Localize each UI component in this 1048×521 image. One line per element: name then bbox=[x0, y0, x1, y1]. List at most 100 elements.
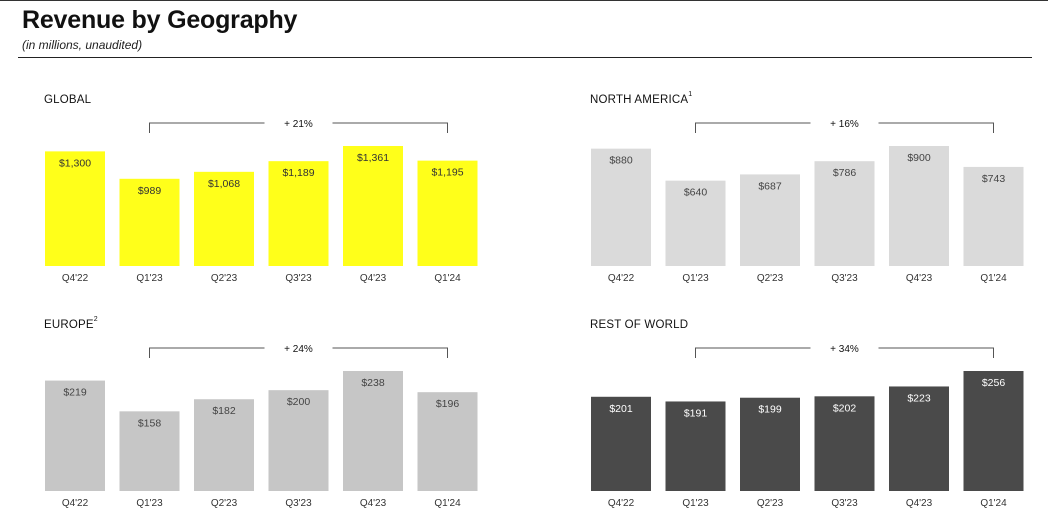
growth-bracket-left bbox=[695, 347, 811, 358]
bar-value-label: $640 bbox=[684, 187, 708, 199]
bar bbox=[119, 178, 180, 266]
x-tick-label: Q1'23 bbox=[136, 498, 163, 509]
x-tick-label: Q3'23 bbox=[285, 498, 312, 509]
bar-value-label: $1,195 bbox=[431, 167, 463, 179]
bar bbox=[963, 371, 1024, 491]
bar bbox=[417, 160, 478, 266]
bar-value-label: $743 bbox=[982, 173, 1006, 185]
bar bbox=[343, 146, 403, 266]
growth-bracket-left bbox=[149, 347, 265, 358]
growth-bracket-left bbox=[149, 122, 265, 133]
x-tick-label: Q1'24 bbox=[980, 498, 1007, 509]
bar bbox=[591, 396, 651, 491]
chart-svg: + 24% $219 Q4'22 $158 Q1'23 $182 Q2'23 $200 Q3'2… bbox=[45, 344, 478, 509]
chart-title: REST OF WORLD bbox=[590, 318, 689, 331]
bar bbox=[889, 146, 949, 266]
bar bbox=[45, 380, 105, 491]
bar bbox=[665, 180, 726, 266]
chart-title: NORTH AMERICA1 bbox=[590, 91, 693, 106]
x-tick-label: Q4'22 bbox=[62, 273, 89, 284]
x-tick-label: Q4'23 bbox=[360, 498, 387, 509]
bar bbox=[814, 161, 875, 266]
bar-value-label: $158 bbox=[138, 417, 162, 429]
bar-value-label: $196 bbox=[436, 398, 460, 410]
chart-north-america: NORTH AMERICA1 + 16% $880 Q4'22 $640 Q1'23 $6… bbox=[590, 91, 1048, 293]
x-tick-label: Q2'23 bbox=[211, 498, 238, 509]
bar bbox=[268, 390, 329, 491]
growth-annotation: + 24% bbox=[284, 344, 313, 355]
bar-value-label: $201 bbox=[609, 403, 633, 415]
bar bbox=[343, 371, 403, 491]
bar-value-label: $1,068 bbox=[208, 178, 240, 190]
x-tick-label: Q4'22 bbox=[62, 498, 89, 509]
bar-value-label: $202 bbox=[833, 402, 857, 414]
top-border bbox=[0, 0, 1048, 1]
x-tick-label: Q3'23 bbox=[831, 498, 858, 509]
chart-europe: EUROPE2 + 24% $219 Q4'22 $158 Q1'23 $182 Q2'23… bbox=[44, 316, 524, 518]
bar-value-label: $200 bbox=[287, 396, 311, 408]
x-tick-label: Q4'23 bbox=[360, 273, 387, 284]
chart-svg: + 34% $201 Q4'22 $191 Q1'23 $199 Q2'23 $202 Q3'2… bbox=[591, 344, 1024, 509]
growth-bracket-right bbox=[878, 347, 994, 358]
growth-bracket-right bbox=[332, 122, 448, 133]
bar bbox=[665, 401, 726, 491]
x-tick-label: Q4'23 bbox=[906, 498, 933, 509]
x-tick-label: Q1'23 bbox=[682, 273, 709, 284]
x-tick-label: Q4'22 bbox=[608, 498, 635, 509]
bar bbox=[889, 386, 949, 491]
bar bbox=[119, 411, 180, 491]
page-title: Revenue by Geography bbox=[22, 6, 298, 34]
growth-bracket-right bbox=[878, 122, 994, 133]
chart-title: EUROPE2 bbox=[44, 316, 98, 331]
chart-global: GLOBAL + 21% $1,300 Q4'22 $989 Q1'23 $1,068 Q2… bbox=[44, 93, 524, 293]
x-tick-label: Q1'24 bbox=[434, 498, 461, 509]
x-tick-label: Q4'22 bbox=[608, 273, 635, 284]
x-tick-label: Q2'23 bbox=[757, 273, 784, 284]
bar-value-label: $223 bbox=[907, 392, 931, 404]
bar bbox=[740, 397, 800, 491]
growth-annotation: + 16% bbox=[830, 119, 859, 130]
bar-value-label: $989 bbox=[138, 185, 162, 197]
bar-value-label: $256 bbox=[982, 377, 1006, 389]
x-tick-label: Q2'23 bbox=[757, 498, 784, 509]
x-tick-label: Q2'23 bbox=[211, 273, 238, 284]
chart-svg: + 16% $880 Q4'22 $640 Q1'23 $687 Q2'23 $786 Q3'2… bbox=[591, 119, 1024, 284]
x-tick-label: Q3'23 bbox=[285, 273, 312, 284]
bar bbox=[591, 148, 651, 266]
x-tick-label: Q1'23 bbox=[136, 273, 163, 284]
bar bbox=[814, 396, 875, 491]
bar-value-label: $880 bbox=[609, 155, 633, 167]
growth-annotation: + 34% bbox=[830, 344, 859, 355]
bar bbox=[45, 151, 105, 266]
bar bbox=[963, 166, 1024, 266]
bar-value-label: $1,361 bbox=[357, 152, 389, 164]
x-tick-label: Q4'23 bbox=[906, 273, 933, 284]
bar-value-label: $219 bbox=[63, 387, 87, 399]
chart-svg: + 21% $1,300 Q4'22 $989 Q1'23 $1,068 Q2'23 $1,1… bbox=[45, 119, 478, 284]
bar-value-label: $182 bbox=[212, 405, 236, 417]
x-tick-label: Q3'23 bbox=[831, 273, 858, 284]
bar-value-label: $1,189 bbox=[282, 167, 314, 179]
bar-value-label: $786 bbox=[833, 167, 857, 179]
title-divider bbox=[18, 57, 1032, 58]
chart-rest-of-world: REST OF WORLD + 34% $201 Q4'22 $191 Q1'23 $19… bbox=[590, 318, 1048, 518]
x-tick-label: Q1'24 bbox=[980, 273, 1007, 284]
x-tick-label: Q1'24 bbox=[434, 273, 461, 284]
bar bbox=[740, 174, 800, 266]
bar-value-label: $687 bbox=[758, 180, 782, 192]
x-tick-label: Q1'23 bbox=[682, 498, 709, 509]
growth-bracket-left bbox=[695, 122, 811, 133]
growth-annotation: + 21% bbox=[284, 119, 313, 130]
bar-value-label: $199 bbox=[758, 404, 782, 416]
growth-bracket-right bbox=[332, 347, 448, 358]
bar bbox=[268, 161, 329, 266]
page-subtitle: (in millions, unaudited) bbox=[22, 38, 143, 52]
bar-value-label: $191 bbox=[684, 407, 708, 419]
bar bbox=[417, 392, 478, 491]
chart-title: GLOBAL bbox=[44, 93, 92, 106]
bar bbox=[194, 171, 254, 266]
bar-value-label: $238 bbox=[361, 377, 385, 389]
bar-value-label: $1,300 bbox=[59, 157, 91, 169]
bar bbox=[194, 399, 254, 491]
bar-value-label: $900 bbox=[907, 152, 931, 164]
